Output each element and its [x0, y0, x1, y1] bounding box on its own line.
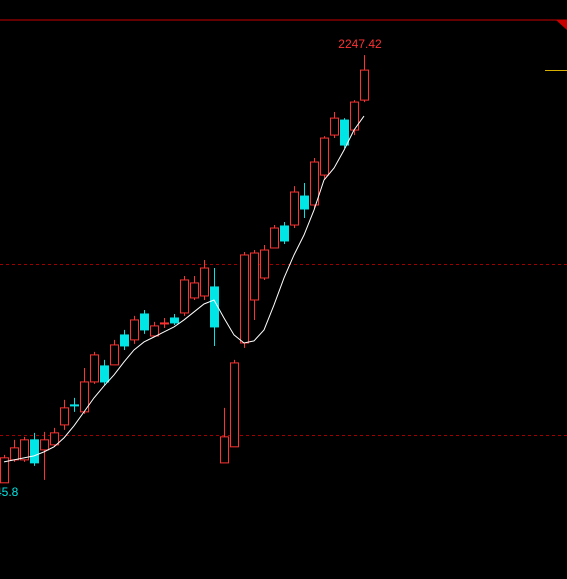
candle-body — [330, 117, 339, 136]
candle-body — [230, 362, 239, 448]
candle-body — [150, 325, 159, 337]
candle-body — [90, 354, 99, 383]
candle-body — [130, 319, 139, 341]
candle-body — [120, 334, 129, 347]
low-label: 1745.8 — [0, 485, 19, 499]
candle-body — [70, 404, 79, 407]
candle-body — [0, 457, 9, 484]
candle-body — [320, 137, 329, 176]
moving-average — [3, 115, 365, 463]
candle-body — [270, 227, 279, 249]
candle-body — [240, 254, 249, 344]
candle-body — [200, 267, 209, 297]
candle-body — [340, 119, 349, 146]
corner-marker — [556, 20, 567, 30]
candle-body — [310, 161, 319, 206]
candle-body — [170, 317, 179, 324]
candle-body — [210, 286, 219, 328]
candle-body — [290, 191, 299, 226]
candle-body — [60, 407, 69, 426]
candle-body — [110, 344, 119, 366]
candle-body — [300, 195, 309, 210]
high-label: 2247.42 — [338, 37, 382, 51]
candle-body — [260, 249, 269, 279]
candle-body — [20, 439, 29, 461]
candle-body — [30, 439, 39, 464]
candle-body — [140, 313, 149, 331]
candle-body — [40, 439, 49, 451]
candle-body — [50, 432, 59, 446]
candle-body — [220, 436, 229, 464]
candle-body — [100, 365, 109, 383]
candle-body — [180, 279, 189, 314]
candle-body — [10, 447, 19, 461]
candle-body — [190, 282, 199, 299]
candle-body — [280, 225, 289, 242]
candle-body — [160, 322, 169, 325]
candle-body — [360, 69, 369, 101]
candle-body — [250, 252, 259, 301]
